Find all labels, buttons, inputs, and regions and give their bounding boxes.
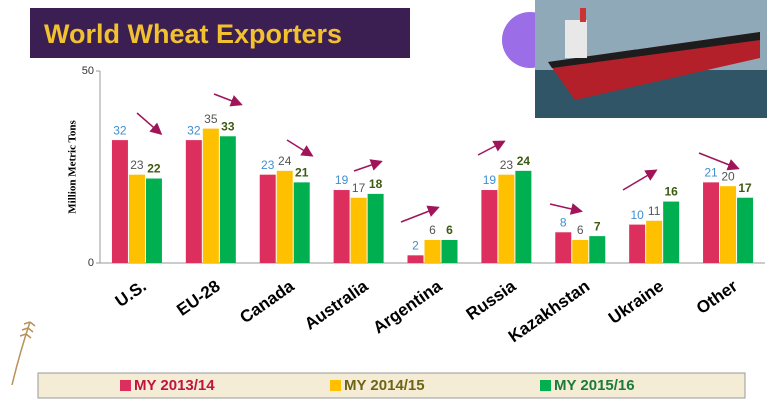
data-label: 20 — [721, 169, 735, 183]
data-label: 6 — [429, 223, 436, 237]
bar — [219, 136, 236, 263]
bar — [498, 174, 515, 263]
bar — [515, 170, 532, 263]
x-tick-label: U.S. — [112, 276, 150, 311]
bar — [663, 201, 680, 263]
x-tick-label: Canada — [236, 276, 298, 327]
bar — [481, 190, 498, 263]
data-label: 22 — [147, 162, 161, 176]
data-label: 17 — [352, 181, 366, 195]
y-tick-label: 0 — [88, 257, 94, 269]
title-bar — [30, 8, 410, 58]
data-label: 19 — [335, 173, 349, 187]
bar — [111, 140, 128, 263]
bar — [407, 255, 424, 263]
data-label: 10 — [630, 208, 644, 222]
bar — [145, 178, 162, 263]
data-label: 2 — [412, 238, 419, 252]
x-tick-label: Australia — [301, 276, 372, 334]
data-label: 32 — [187, 123, 201, 137]
bar — [293, 182, 310, 263]
bar — [259, 174, 276, 263]
data-label: 16 — [664, 185, 678, 199]
data-label: 21 — [704, 166, 718, 180]
data-label: 24 — [517, 154, 531, 168]
bar — [185, 140, 202, 263]
legend-box — [37, 372, 746, 399]
data-label: 11 — [648, 204, 661, 218]
bar — [555, 232, 572, 263]
data-label: 23 — [261, 158, 275, 172]
bar — [572, 239, 589, 263]
data-label: 19 — [483, 173, 497, 187]
wheat-icon — [11, 321, 36, 386]
x-tick-label: Russia — [463, 276, 520, 324]
bar — [629, 224, 646, 263]
x-tick-label: EU-28 — [173, 276, 223, 319]
bar — [367, 193, 384, 263]
y-tick-label: 50 — [82, 65, 94, 77]
x-tick-label: Other — [693, 276, 741, 318]
data-label: 6 — [577, 223, 584, 237]
trend-arrows — [136, 93, 740, 223]
bar — [703, 182, 720, 263]
bar — [276, 170, 293, 263]
data-label: 18 — [369, 177, 383, 191]
data-label: 32 — [113, 123, 127, 137]
data-label: 8 — [560, 215, 567, 229]
y-axis-title: Million Metric Tons — [67, 120, 79, 214]
legend-swatch — [120, 380, 131, 391]
bar — [646, 220, 663, 263]
legend-swatch — [330, 380, 341, 391]
ship-photo — [535, 0, 767, 118]
data-label: 33 — [221, 119, 235, 133]
data-label: 7 — [594, 219, 601, 233]
data-label: 23 — [130, 158, 144, 172]
chart-title: World Wheat Exporters — [44, 19, 342, 49]
x-tick-label: Argentina — [369, 276, 445, 337]
data-label: 35 — [204, 112, 218, 126]
x-tick-label: Kazakhstan — [505, 276, 593, 346]
bar — [128, 174, 145, 263]
data-label: 21 — [295, 166, 309, 180]
bar — [202, 128, 219, 263]
data-label: 17 — [738, 181, 752, 195]
legend-label: MY 2014/15 — [344, 377, 425, 394]
bar — [589, 236, 606, 263]
x-tick-label: Ukraine — [605, 276, 667, 327]
data-label: 6 — [446, 223, 453, 237]
bar — [424, 239, 441, 263]
legend-label: MY 2013/14 — [134, 377, 215, 394]
bar — [720, 186, 737, 263]
bar — [737, 197, 754, 263]
data-label: 23 — [500, 158, 514, 172]
bar — [333, 190, 350, 263]
bar — [441, 239, 458, 263]
bar — [350, 197, 367, 263]
legend-label: MY 2015/16 — [554, 377, 635, 394]
data-label: 24 — [278, 154, 292, 168]
legend-swatch — [540, 380, 551, 391]
